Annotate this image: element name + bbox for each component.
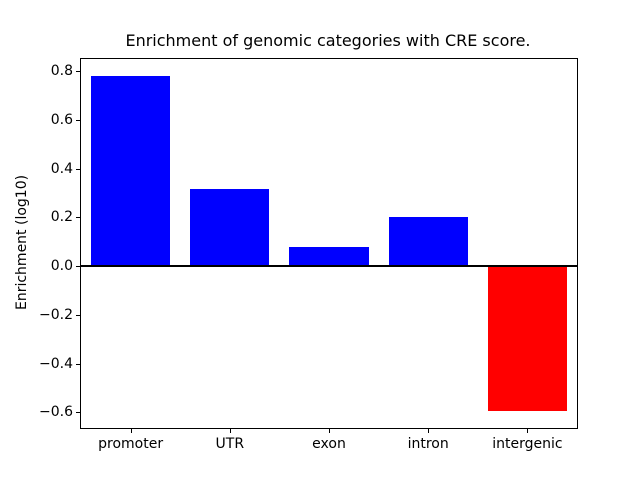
x-tick-mark [329, 429, 330, 433]
y-tick-label: −0.6 [39, 404, 73, 421]
y-tick-label: 0.2 [50, 209, 73, 226]
x-tick-label-promoter: promoter [98, 436, 164, 452]
bar-intron [388, 217, 468, 267]
y-tick-mark [76, 266, 80, 268]
y-tick-mark [76, 363, 80, 365]
plot-area: 0.8 0.6 0.4 0.2 0.0 −0.2 −0.4 −0.6 promoter UTR ex… [39, 58, 578, 452]
y-tick-label: 0.0 [50, 258, 73, 275]
x-tick-mark [130, 429, 132, 433]
bar-intergenic [487, 266, 568, 412]
y-tick-label: −0.4 [39, 355, 73, 372]
chart-title: Enrichment of genomic categories with CR… [125, 31, 531, 50]
x-tick-mark [229, 429, 231, 433]
y-tick-mark [76, 314, 80, 316]
y-tick-mark [76, 217, 80, 219]
x-tick-mark [428, 429, 430, 433]
x-tick-label-UTR: UTR [215, 436, 245, 452]
y-tick-label: 0.4 [50, 160, 73, 177]
x-tick-label-intergenic: intergenic [492, 436, 563, 452]
y-tick-mark [76, 70, 80, 72]
y-tick-mark [76, 119, 80, 121]
bar-UTR [190, 189, 270, 267]
y-tick-mark [76, 412, 80, 414]
y-tick-mark [76, 168, 80, 170]
y-tick-label: −0.2 [39, 306, 73, 323]
y-tick-label: 0.6 [50, 111, 73, 128]
x-tick-label-exon: exon [312, 436, 346, 452]
bar-exon [289, 246, 369, 267]
x-tick-mark [527, 429, 529, 433]
zero-line [81, 265, 577, 268]
x-tick-label-intron: intron [407, 436, 449, 452]
bar-promoter [90, 75, 171, 267]
y-tick-label: 0.8 [50, 62, 73, 79]
